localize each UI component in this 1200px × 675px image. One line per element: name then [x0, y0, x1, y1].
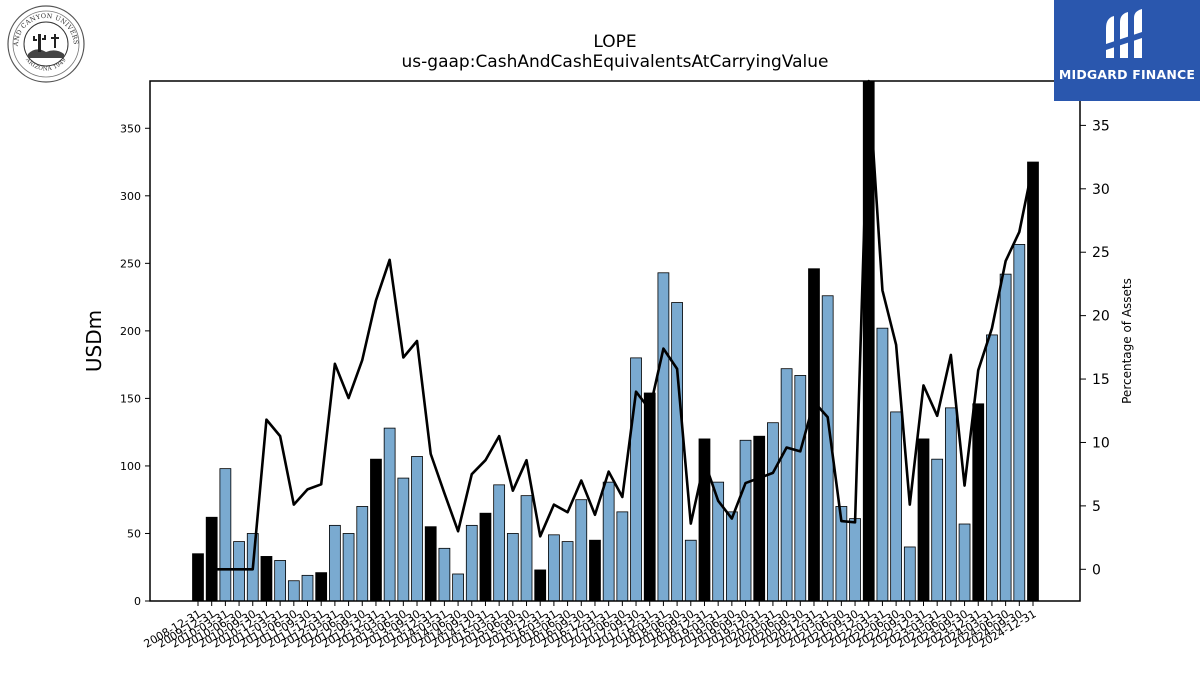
bar-2012-12-31 — [370, 458, 382, 602]
bar-2014-06-30 — [452, 573, 464, 602]
y2-tick-label: 25 — [1092, 245, 1110, 261]
chart-subtitle: us-gaap:CashAndCashEquivalentsAtCarrying… — [401, 52, 829, 72]
bar-2024-09-30 — [1013, 244, 1026, 602]
bar-2020-03-31 — [767, 422, 779, 602]
plot-frame — [149, 80, 1081, 602]
bar-2024-06-30 — [999, 273, 1012, 602]
bar-2017-12-31 — [643, 392, 656, 602]
midgard-finance-logo: MIDGARD FINANCE — [1054, 0, 1200, 101]
bar-2010-03-31 — [219, 468, 232, 602]
midgard-mark-icon — [1106, 9, 1142, 58]
bar-2011-12-31 — [315, 572, 328, 602]
bar-2019-06-30 — [725, 511, 738, 602]
bar-2011-03-31 — [274, 560, 287, 602]
bar-2018-06-30 — [671, 302, 683, 602]
bar-2012-06-30 — [342, 533, 355, 602]
bar-2018-03-31 — [657, 272, 670, 602]
y-axis-right: 0 5 10 15 20 25 30 35 — [1080, 118, 1110, 578]
bar-2009-12-31 — [205, 516, 218, 602]
bar-2015-03-31 — [493, 484, 506, 602]
bars-layer — [192, 80, 1039, 602]
y2-axis-label: Percentage of Assets — [1120, 278, 1134, 404]
bar-2022-03-31 — [876, 327, 889, 602]
bar-2011-06-30 — [287, 580, 300, 602]
bar-2022-12-31 — [917, 438, 930, 602]
bar-2014-12-31 — [479, 512, 492, 602]
bar-2020-12-31 — [808, 268, 820, 602]
bar-2011-09-30 — [301, 574, 314, 602]
y-axis-left: 0 50 100 150 200 250 300 350 — [120, 122, 150, 608]
bar-2014-03-31 — [438, 547, 451, 602]
bar-2021-09-30 — [849, 518, 861, 602]
series-line-percentage — [211, 79, 1035, 571]
bar-2008-12-31 — [192, 553, 204, 602]
bar-2024-12-31 — [1027, 161, 1039, 602]
bar-2022-06-30 — [890, 411, 902, 602]
y2-tick-label: 0 — [1092, 562, 1101, 578]
y2-tick-label: 20 — [1092, 309, 1110, 325]
bar-2015-09-30 — [520, 495, 533, 602]
bar-2016-03-31 — [548, 534, 560, 602]
bar-2012-03-31 — [329, 524, 341, 602]
y-tick-label: 350 — [120, 122, 141, 135]
y2-tick-label: 35 — [1092, 118, 1110, 134]
y-tick-label: 150 — [120, 392, 141, 405]
bar-2018-09-30 — [684, 539, 697, 602]
bar-2023-06-30 — [944, 407, 957, 602]
bar-2022-09-30 — [903, 546, 916, 602]
line-layer — [211, 79, 1035, 571]
bar-2023-03-31 — [931, 458, 944, 602]
bar-2016-09-30 — [575, 499, 588, 602]
y2-tick-label: 30 — [1092, 182, 1110, 198]
chart-title: LOPE — [593, 32, 637, 52]
y2-tick-label: 10 — [1092, 435, 1110, 451]
bar-2014-09-30 — [465, 524, 478, 602]
y-axis-label: USDm — [82, 310, 106, 372]
bar-2013-09-30 — [411, 456, 423, 602]
bar-2023-12-31 — [972, 403, 985, 602]
bar-2013-12-31 — [424, 526, 437, 602]
brand-name: MIDGARD FINANCE — [1058, 67, 1196, 82]
bar-2017-03-31 — [602, 481, 615, 602]
bar-2010-06-30 — [233, 541, 245, 602]
bar-2024-03-31 — [986, 334, 998, 602]
bar-2013-06-30 — [397, 477, 410, 602]
bar-2020-09-30 — [794, 375, 807, 602]
bar-2010-12-31 — [260, 556, 273, 602]
x-axis: 2008-12-312009-12-312010-03-312010-06-30… — [142, 601, 1039, 651]
y-tick-label: 0 — [134, 595, 141, 608]
bar-2016-12-31 — [589, 539, 601, 602]
y2-tick-label: 5 — [1092, 499, 1101, 515]
y-tick-label: 200 — [120, 325, 141, 338]
bar-2012-09-30 — [356, 506, 369, 602]
y2-tick-label: 15 — [1092, 372, 1110, 388]
bar-2020-06-30 — [780, 368, 793, 602]
bar-2015-12-31 — [534, 569, 547, 602]
y-tick-label: 100 — [120, 460, 141, 473]
bar-2016-06-30 — [561, 541, 574, 602]
bar-2013-03-31 — [383, 427, 396, 602]
bar-2023-09-30 — [958, 523, 971, 602]
y-tick-label: 300 — [120, 190, 141, 203]
bar-2019-09-30 — [739, 439, 752, 602]
university-seal-logo: GRAND CANYON UNIVERSITY ARIZONA 1949 — [6, 4, 85, 83]
y-tick-label: 50 — [127, 527, 141, 540]
y-tick-label: 250 — [120, 257, 141, 270]
bar-2019-12-31 — [753, 435, 766, 602]
bar-2015-06-30 — [506, 533, 519, 602]
bar-2017-06-30 — [616, 511, 629, 602]
